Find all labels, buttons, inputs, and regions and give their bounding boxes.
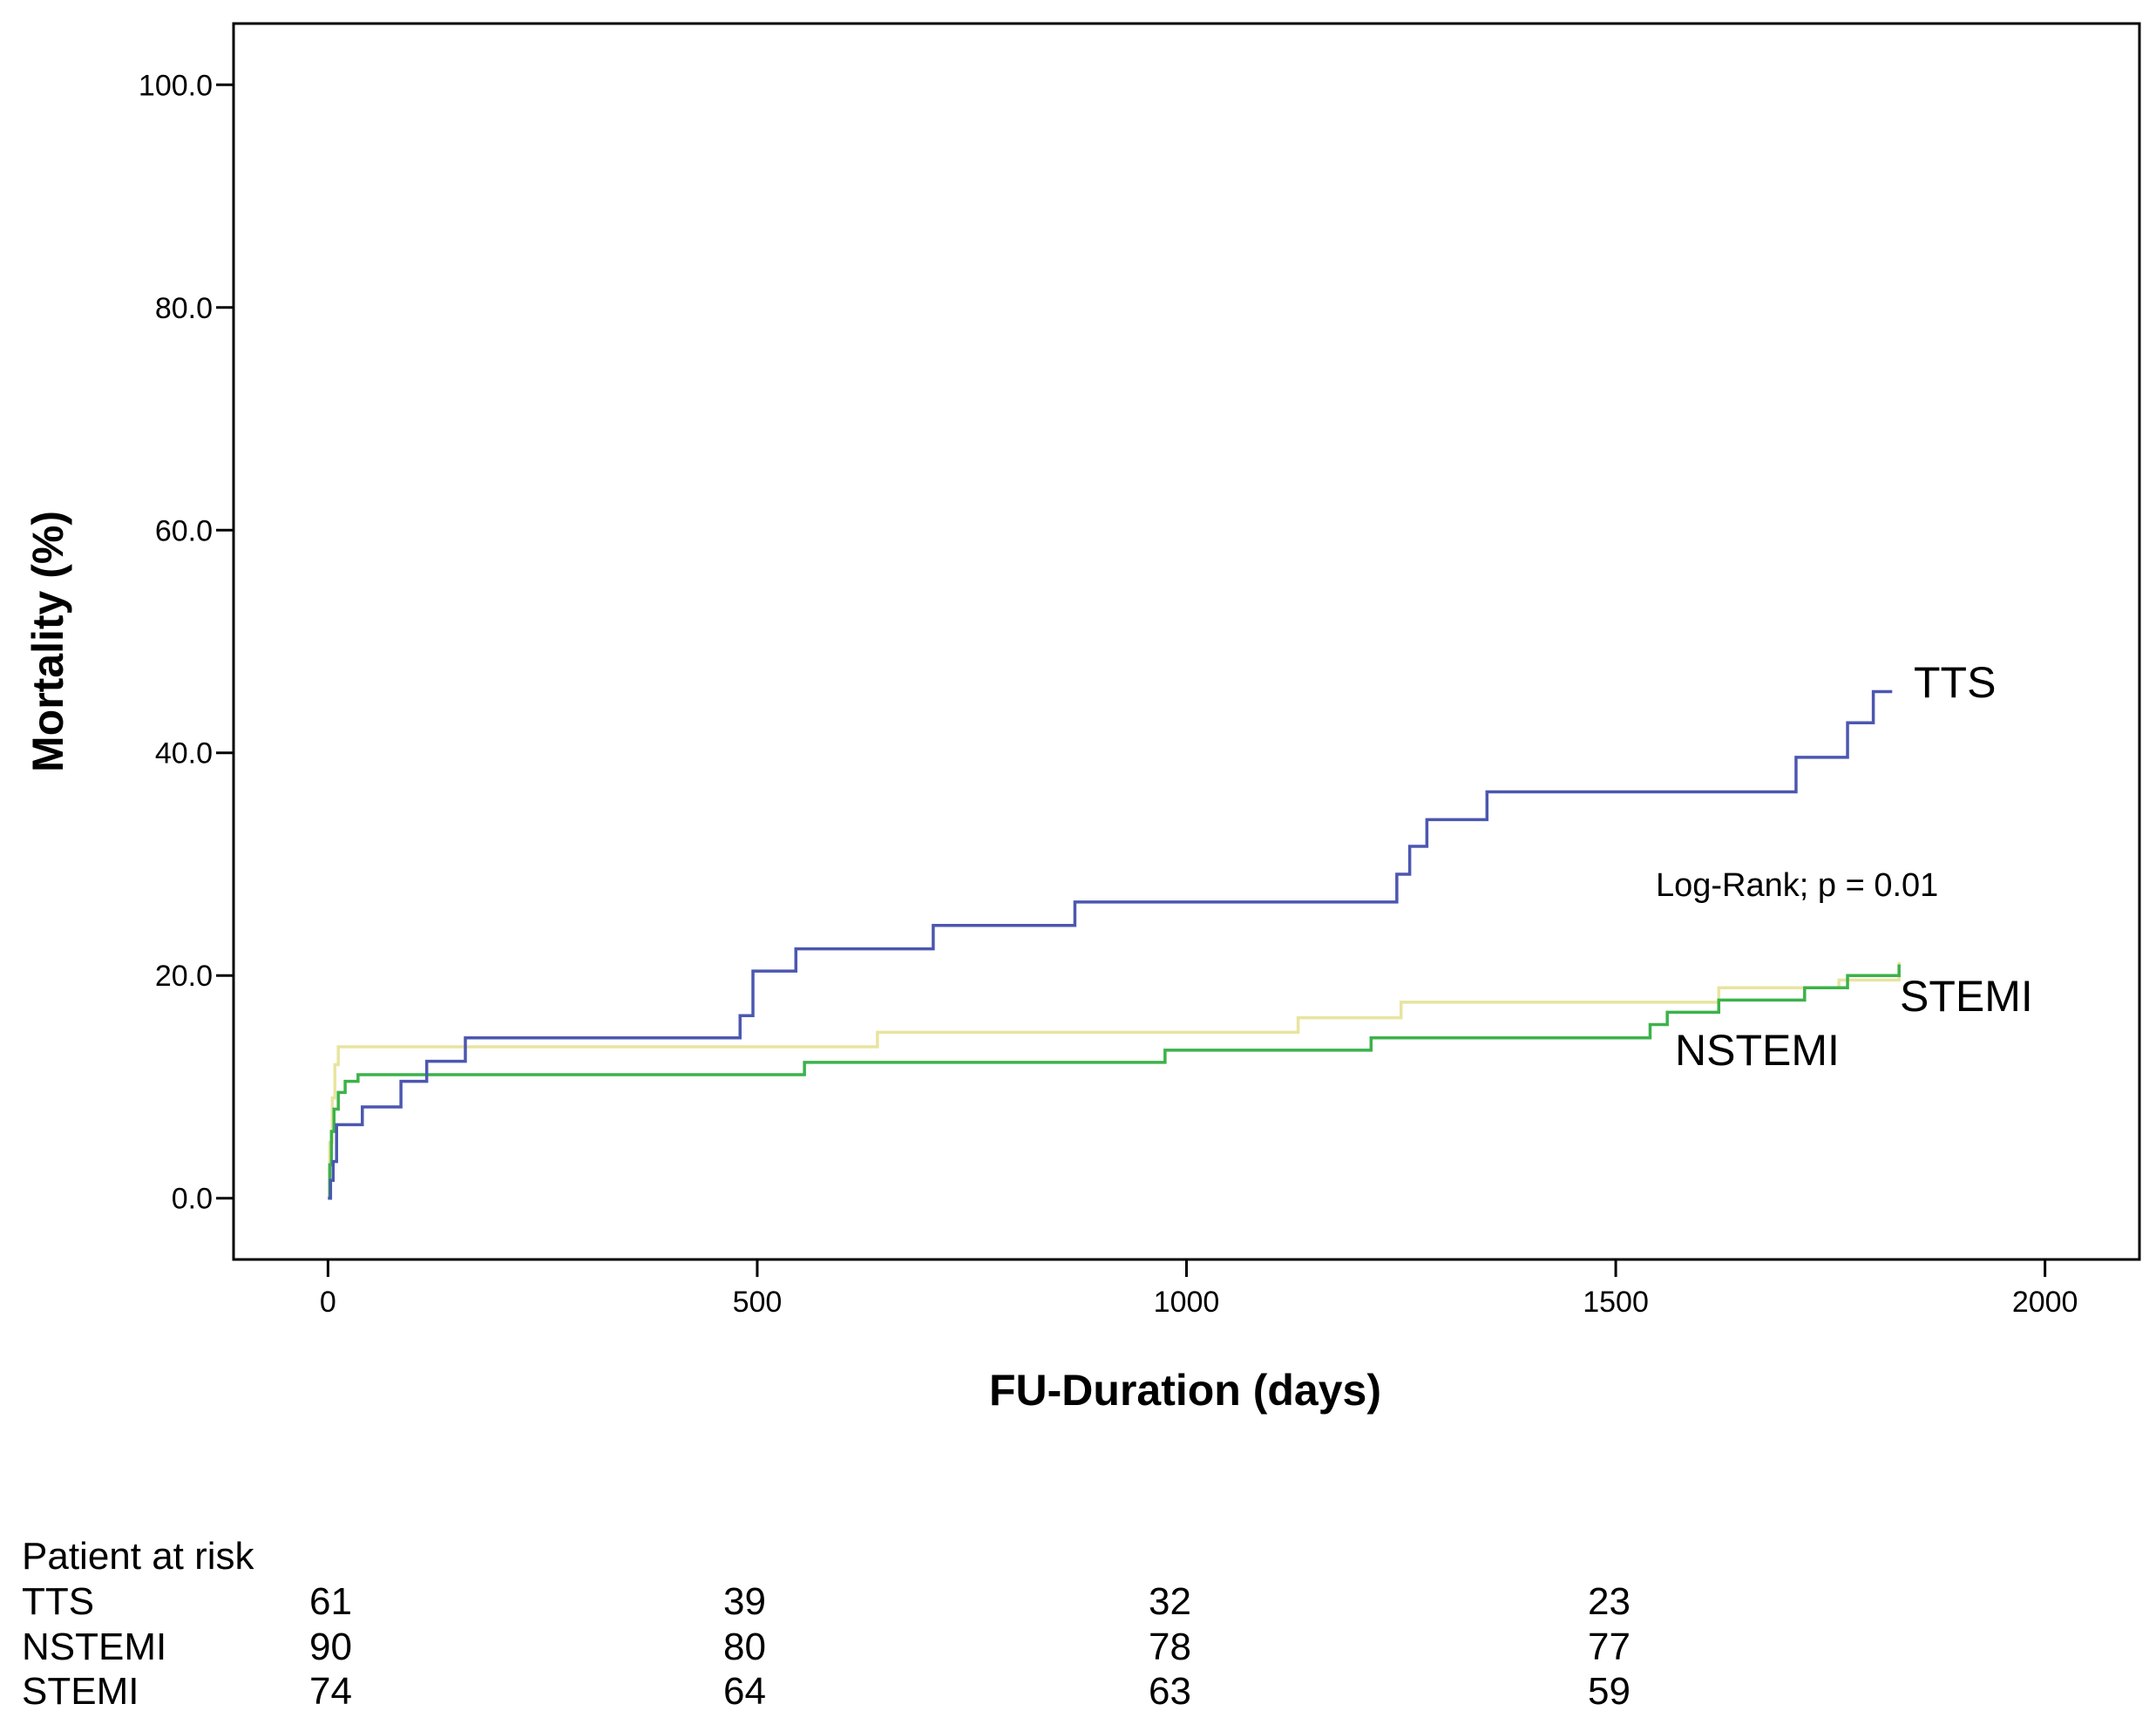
y-axis-title: Mortality (%): [24, 511, 72, 772]
risk-cell: 32: [1149, 1580, 1191, 1623]
x-axis-title: FU-Duration (days): [989, 1366, 1381, 1415]
risk-cell: 77: [1588, 1626, 1631, 1668]
y-tick-label: 80.0: [155, 292, 213, 325]
series-line-tts: [328, 689, 1893, 1200]
x-tick-label: 1000: [1154, 1286, 1220, 1319]
risk-cell: 59: [1588, 1670, 1631, 1713]
series-layer: [328, 689, 1901, 1200]
series-label-stemi: STEMI: [1900, 972, 2033, 1021]
risk-cell: 64: [723, 1670, 766, 1713]
y-tick-label: 40.0: [155, 737, 213, 770]
risk-row-label-nstemi: NSTEMI: [22, 1626, 166, 1668]
series-label-nstemi: NSTEMI: [1675, 1026, 1840, 1075]
y-tick-label: 20.0: [155, 960, 213, 993]
risk-cell: 74: [309, 1670, 352, 1713]
risk-cell: 63: [1149, 1670, 1191, 1713]
series-line-stemi: [328, 961, 1901, 1200]
series-line-nstemi: [328, 964, 1901, 1200]
x-tick-label: 0: [320, 1286, 336, 1319]
risk-table-title: Patient at risk: [22, 1535, 255, 1578]
risk-row-label-stemi: STEMI: [22, 1670, 139, 1713]
risk-cell: 78: [1149, 1626, 1191, 1668]
x-tick-label: 500: [733, 1286, 783, 1319]
y-axis: 0.0 20.0 40.0 60.0 80.0 100.0: [139, 69, 234, 1216]
y-tick-label: 60.0: [155, 514, 213, 547]
y-tick-label: 100.0: [139, 69, 213, 102]
x-tick-label: 2000: [2012, 1286, 2078, 1319]
risk-cell: 90: [309, 1626, 352, 1668]
x-tick-label: 1500: [1583, 1286, 1649, 1319]
risk-cell: 61: [309, 1580, 352, 1623]
series-label-tts: TTS: [1914, 658, 1996, 707]
risk-row-label-tts: TTS: [22, 1580, 94, 1623]
risk-cell: 80: [723, 1626, 766, 1668]
risk-cell: 23: [1588, 1580, 1631, 1623]
log-rank-annotation: Log-Rank; p = 0.01: [1656, 867, 1938, 904]
plot-frame: [232, 22, 2141, 1261]
x-axis: 0 500 1000 1500 2000: [320, 1259, 2078, 1319]
risk-cell: 39: [723, 1580, 766, 1623]
risk-table: Patient at risk TTS 61 39 32 23 NSTEMI 9…: [22, 1535, 1631, 1713]
y-tick-label: 0.0: [172, 1183, 213, 1216]
